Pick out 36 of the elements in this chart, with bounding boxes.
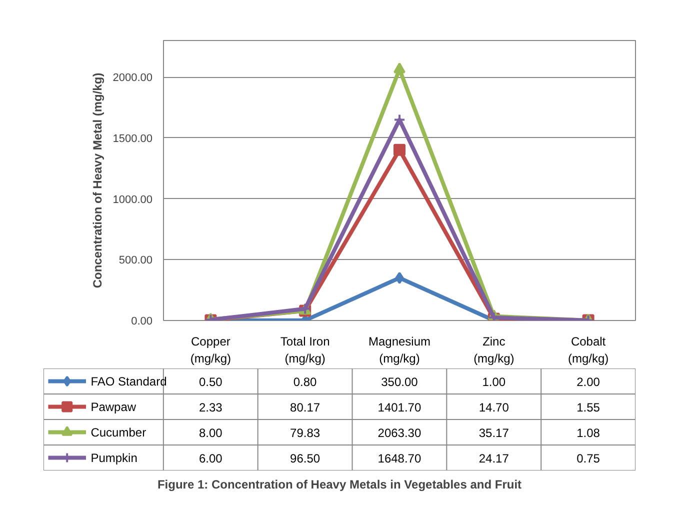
data-label: 6.00: [198, 451, 223, 466]
data-label: 1.08: [576, 426, 600, 440]
data-label: 0.75: [576, 451, 600, 466]
x-tick-label: Cobalt (mg/kg): [568, 334, 609, 366]
y-tick-label: 1000.00: [112, 194, 153, 206]
data-label: 14.70: [478, 400, 510, 414]
data-label: 2.33: [198, 400, 223, 414]
x-tick-label: Copper (mg/kg): [190, 334, 232, 366]
data-label: 24.17: [478, 451, 510, 466]
text: Figure 1: Concentration of Heavy Metals in Vegetables and Fruit: [157, 478, 522, 492]
data-label: 0.50: [198, 374, 223, 389]
x-tick-label: Total Iron (mg/kg): [280, 334, 330, 366]
data-label: 1.00: [482, 374, 506, 389]
data-label: 1401.70: [378, 400, 422, 414]
data-label: 1.55: [576, 400, 600, 414]
x-tick-label: Zinc (mg/kg): [474, 334, 514, 366]
legend-label: Cucumber: [90, 425, 146, 440]
data-label: 35.17: [478, 426, 510, 440]
legend-label: FAO Standard: [90, 374, 167, 388]
data-label: 0.80: [293, 374, 318, 389]
data-label: 2063.30: [378, 426, 422, 440]
data-label: 2.00: [576, 374, 600, 389]
y-tick-label: 0.00: [131, 316, 153, 328]
data-label: 96.50: [290, 451, 320, 466]
y-tick-label: 500.00: [118, 254, 153, 267]
data-label: 350.00: [381, 374, 418, 389]
legend-label: Pumpkin: [90, 450, 138, 465]
y-tick-label: 2000.00: [112, 72, 153, 84]
data-label: 8.00: [198, 426, 223, 440]
data-label: 1648.70: [378, 451, 422, 466]
x-tick-label: Magnesium (mg/kg): [368, 334, 431, 366]
y-tick-label: 1500.00: [112, 132, 153, 145]
y-axis-title: Concentration of Heavy Metal (mg/kg): [90, 72, 105, 288]
data-label: 79.83: [290, 426, 320, 440]
data-label: 80.17: [290, 400, 320, 414]
legend-label: Pawpaw: [90, 400, 136, 414]
